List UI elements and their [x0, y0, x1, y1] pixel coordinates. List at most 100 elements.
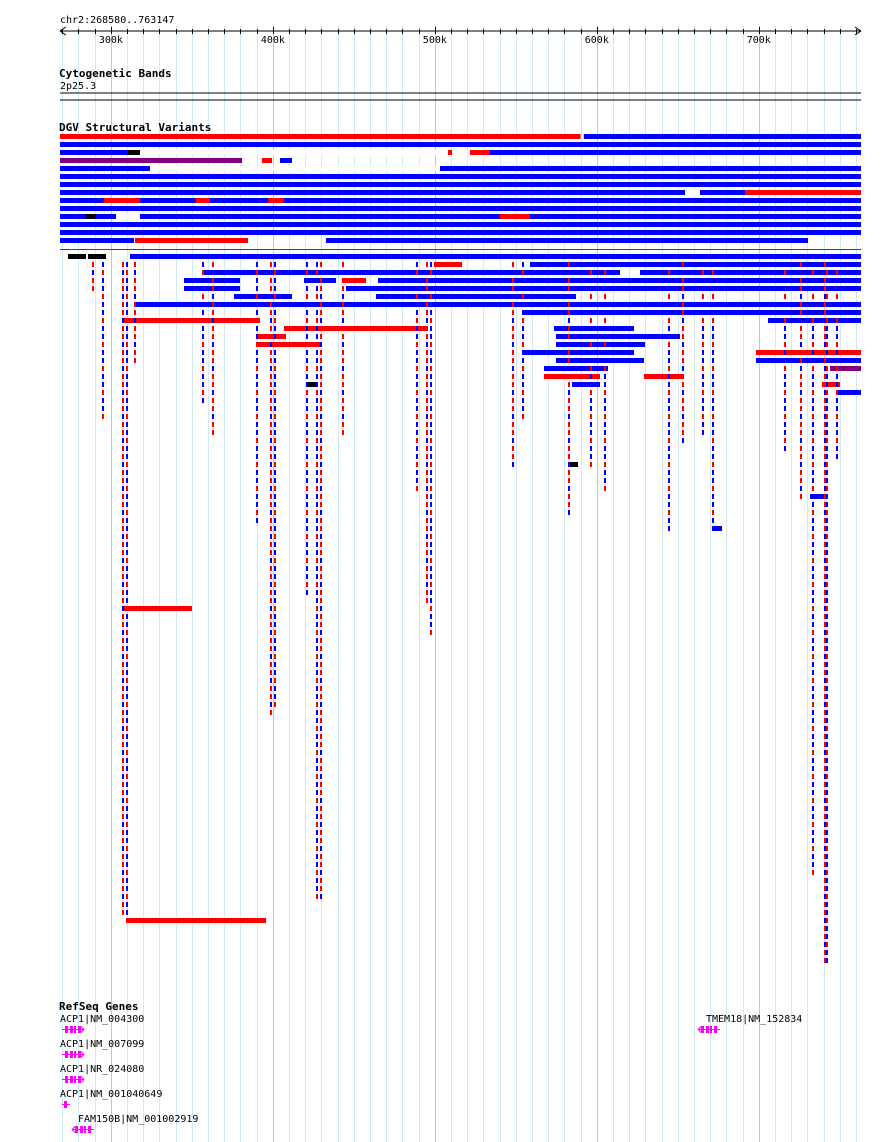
variant-segment	[822, 382, 840, 387]
variant-segment	[512, 422, 514, 427]
variant-segment	[270, 310, 272, 315]
variant-segment	[522, 294, 524, 299]
variant-segment	[342, 422, 344, 427]
variant-segment	[604, 278, 606, 283]
variant-segment	[320, 494, 322, 499]
variant-segment	[122, 622, 124, 627]
variant-segment	[122, 758, 124, 763]
variant-gain-bar	[60, 142, 861, 147]
variant-segment	[126, 590, 128, 595]
variant-segment	[122, 670, 124, 675]
variant-segment	[826, 318, 828, 323]
variant-segment	[122, 606, 124, 611]
variant-segment	[702, 318, 704, 323]
variant-segment	[306, 438, 308, 443]
variant-segment	[668, 374, 670, 379]
variant-segment	[316, 822, 318, 827]
variant-segment	[320, 414, 322, 419]
variant-segment	[824, 270, 826, 275]
variant-segment	[590, 438, 592, 443]
variant-segment	[256, 502, 258, 507]
gene-tmem18-exon	[706, 1026, 709, 1033]
variant-segment	[256, 342, 320, 347]
gene-tmem18-exon	[710, 1026, 712, 1033]
variant-segment	[274, 326, 276, 331]
variant-segment	[416, 422, 418, 427]
variant-segment	[88, 254, 106, 259]
gene-label[interactable]: FAM150B|NM_001002919	[78, 1114, 199, 1125]
variant-segment	[102, 366, 104, 371]
variant-segment	[826, 870, 828, 875]
variant-segment	[824, 718, 826, 723]
variant-segment	[270, 526, 272, 531]
variant-segment	[134, 302, 136, 307]
variant-segment	[320, 718, 322, 723]
variant-segment	[306, 358, 308, 363]
variant-segment	[836, 390, 861, 395]
variant-segment	[712, 366, 714, 371]
variant-segment	[836, 374, 838, 379]
variant-segment	[316, 614, 318, 619]
variant-segment	[320, 638, 322, 643]
variant-segment	[126, 510, 128, 515]
variant-segment	[590, 350, 592, 355]
strand-plus-arrow-icon	[80, 1026, 85, 1033]
variant-segment	[836, 382, 838, 387]
variant-segment	[702, 286, 704, 291]
variant-segment	[274, 630, 276, 635]
gene-label[interactable]: ACP1|NM_004300	[60, 1014, 145, 1025]
gene-label[interactable]: ACP1|NR_024080	[60, 1064, 145, 1075]
variant-segment	[122, 334, 124, 339]
variant-segment	[212, 326, 214, 331]
variant-segment	[212, 422, 214, 427]
gene-label[interactable]: ACP1|NM_007099	[60, 1039, 145, 1050]
variant-segment	[824, 398, 826, 403]
variant-segment	[604, 318, 606, 323]
variant-segment	[126, 438, 128, 443]
variant-segment	[262, 158, 272, 163]
variant-loss-bar	[60, 134, 581, 139]
variant-segment	[824, 462, 826, 467]
variant-segment	[274, 558, 276, 563]
variant-segment	[316, 750, 318, 755]
variant-segment	[122, 798, 124, 803]
variant-segment	[826, 886, 828, 891]
variant-segment	[826, 510, 828, 515]
variant-segment	[800, 462, 802, 467]
variant-segment	[830, 366, 861, 371]
variant-segment	[712, 390, 714, 395]
variant-segment	[824, 678, 826, 683]
variant-segment	[568, 446, 570, 451]
variant-segment	[800, 374, 802, 379]
gene-label[interactable]: TMEM18|NM_152834	[706, 1014, 803, 1025]
variant-segment	[826, 878, 828, 883]
variant-segment	[270, 438, 272, 443]
variant-segment	[274, 646, 276, 651]
variant-segment	[556, 342, 645, 347]
variant-segment	[126, 694, 128, 699]
variant-segment	[134, 302, 861, 307]
gene-acp1-nm004300-exon	[65, 1026, 68, 1033]
variant-segment	[430, 406, 432, 411]
variant-segment	[126, 878, 128, 883]
variant-segment	[702, 294, 704, 299]
variant-segment	[668, 494, 670, 499]
variant-segment	[824, 486, 826, 491]
variant-segment	[426, 398, 428, 403]
variant-segment	[426, 326, 428, 331]
variant-segment	[426, 270, 428, 275]
variant-segment	[126, 854, 128, 859]
variant-segment	[306, 398, 308, 403]
variant-segment	[826, 502, 828, 507]
variant-segment	[430, 486, 432, 491]
tick-label: 600k	[584, 35, 609, 46]
gene-label[interactable]: ACP1|NM_001040649	[60, 1089, 163, 1100]
variant-segment	[122, 814, 124, 819]
variant-segment	[810, 494, 824, 499]
variant-segment	[668, 518, 670, 523]
variant-segment	[682, 358, 684, 363]
variant-segment	[512, 390, 514, 395]
variant-segment	[826, 622, 828, 627]
variant-segment	[212, 358, 214, 363]
variant-segment	[270, 286, 272, 291]
